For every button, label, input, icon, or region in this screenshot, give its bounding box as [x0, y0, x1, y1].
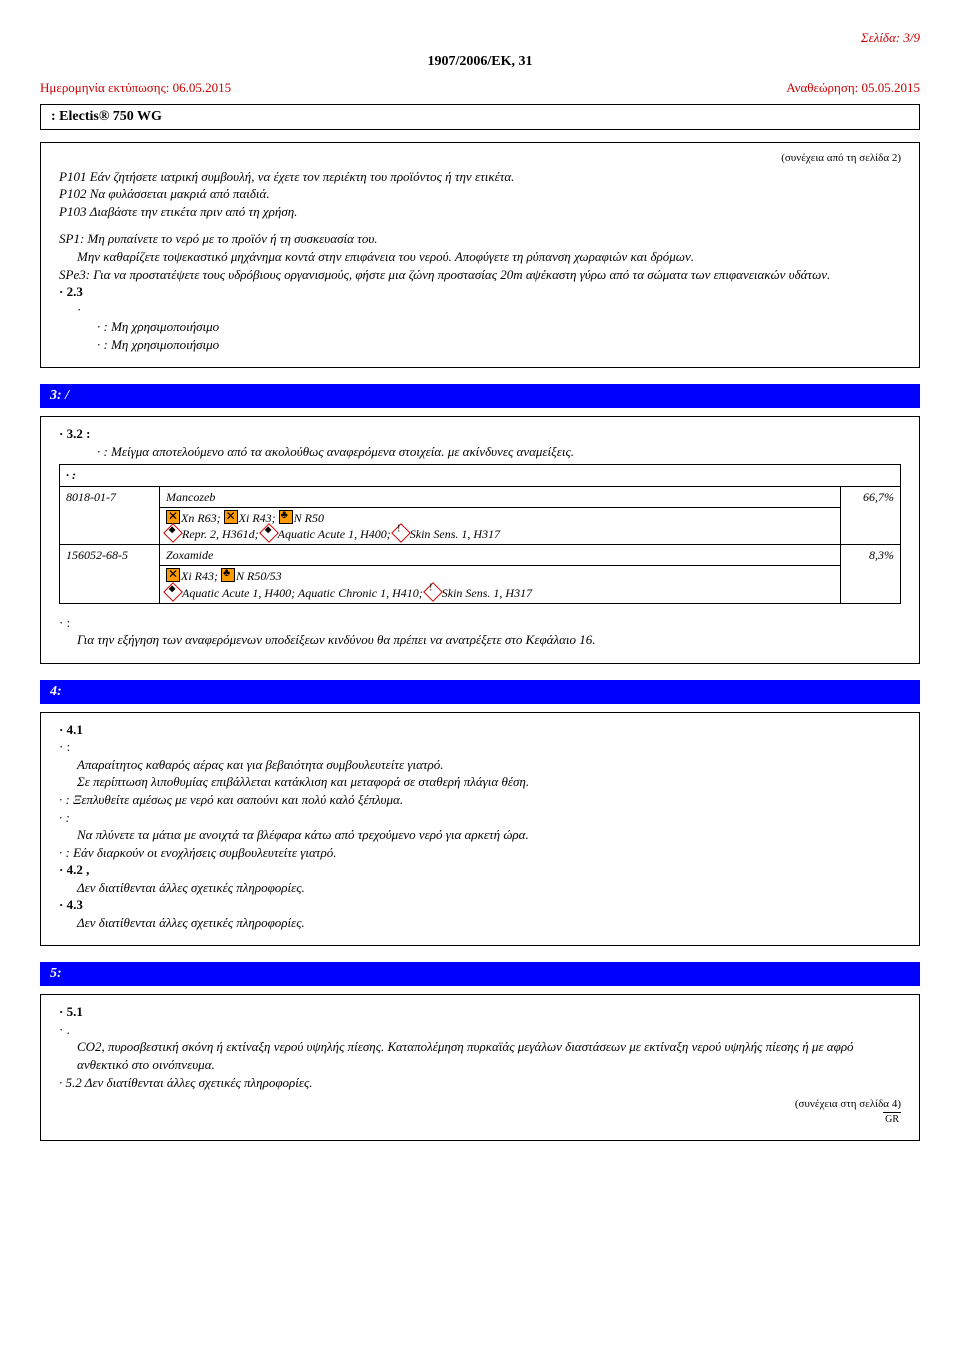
- section-5-header: 5:: [40, 962, 920, 986]
- pct-2: 8,3%: [841, 545, 901, 604]
- continued-to: (συνέχεια στη σελίδα 4): [59, 1097, 901, 1112]
- haz-text: Skin Sens. 1, H317: [442, 586, 532, 600]
- s42-txt: Δεν διατίθενται άλλες σχετικές πληροφορί…: [59, 879, 901, 897]
- sec-5-1: · 5.1: [59, 1003, 901, 1021]
- s43-txt: Δεν διατίθενται άλλες σχετικές πληροφορί…: [59, 914, 901, 932]
- xi-icon: [224, 510, 238, 524]
- sec3-note-label: · :: [59, 614, 901, 632]
- ghs-health-icon: ⬥: [163, 523, 183, 543]
- haz-text: Skin Sens. 1, H317: [410, 527, 500, 541]
- spe3: SPe3: Για να προστατέψετε τους υδρόβιους…: [59, 266, 901, 284]
- haz-text: N R50/53: [236, 569, 282, 583]
- s4-e: Να πλύνετε τα μάτια με ανοιχτά τα βλέφαρ…: [59, 826, 901, 844]
- pbt-line: · : Μη χρησιμοποιήσιμο: [59, 318, 901, 336]
- haz-text: Xi R43;: [181, 569, 221, 583]
- ingredients-table: · : 8018-01-7 Mancozeb 66,7% Xn R63; Xi …: [59, 464, 901, 603]
- haz-text: Aquatic Acute 1, H400; Aquatic Chronic 1…: [182, 586, 426, 600]
- table-row: 156052-68-5 Zoxamide 8,3%: [60, 545, 901, 566]
- cas-2: 156052-68-5: [60, 545, 160, 604]
- name-1: Mancozeb: [160, 486, 841, 507]
- ingredients-header: · :: [60, 465, 901, 486]
- name-2: Zoxamide: [160, 545, 841, 566]
- sec-2-3: · 2.3: [59, 283, 901, 301]
- pct-1: 66,7%: [841, 486, 901, 545]
- revision-date: Αναθεώρηση: 05.05.2015: [786, 80, 920, 96]
- pbt-text: : Μη χρησιμοποιήσιμο: [104, 319, 220, 334]
- sec-4-1-sub: · :: [59, 738, 901, 756]
- sec-3-2: · 3.2 :: [59, 425, 901, 443]
- ing-hdr-text: :: [72, 468, 76, 482]
- cas-1: 8018-01-7: [60, 486, 160, 545]
- sec41-sub-text: :: [67, 739, 71, 754]
- section-3-box: · 3.2 : · : Μείγμα αποτελούμενο από τα α…: [40, 416, 920, 664]
- haz-2: Xi R43; N R50/53 ⬥Aquatic Acute 1, H400;…: [160, 566, 841, 603]
- s4d-text: :: [66, 810, 70, 825]
- s4-d: · :: [59, 809, 901, 827]
- p101: P101 Εάν ζητήσετε ιατρική συμβουλή, να έ…: [59, 168, 901, 186]
- sec32-label: · 3.2 :: [59, 426, 90, 441]
- sec32-desc: · : Μείγμα αποτελούμενο από τα ακολούθως…: [59, 443, 901, 461]
- sec-4-1: · 4.1: [59, 721, 901, 739]
- haz-text: Aquatic Acute 1, H400;: [278, 527, 394, 541]
- table-row: 8018-01-7 Mancozeb 66,7%: [60, 486, 901, 507]
- product-name-box: : Electis® 750 WG: [40, 104, 920, 130]
- sec51-sub-text: .: [67, 1022, 70, 1037]
- p103: P103 Διαβάστε την ετικέτα πριν από τη χρ…: [59, 203, 901, 221]
- s4-c: · : Ξεπλυθείτε αμέσως με νερό και σαπούν…: [59, 791, 901, 809]
- s4c-text: : Ξεπλυθείτε αμέσως με νερό και σαπούνι …: [66, 792, 404, 807]
- vpvb-text: : Μη χρησιμοποιήσιμο: [104, 337, 220, 352]
- s4-b: Σε περίπτωση λιποθυμίας επιβάλλεται κατά…: [59, 773, 901, 791]
- sec-4-3: · 4.3: [59, 896, 901, 914]
- section-2-box: (συνέχεια από τη σελίδα 2) P101 Εάν ζητή…: [40, 142, 920, 368]
- sec-5-2: · 5.2 Δεν διατίθενται άλλες σχετικές πλη…: [59, 1074, 901, 1092]
- haz-1: Xn R63; Xi R43; N R50 ⬥Repr. 2, H361d; ⬥…: [160, 507, 841, 544]
- gr-mark: GR: [883, 1112, 901, 1127]
- p102: P102 Να φυλάσσεται μακριά από παιδιά.: [59, 185, 901, 203]
- section-3-header: 3: /: [40, 384, 920, 408]
- sp1b: Μην καθαρίζετε τοψεκαστικό μηχάνημα κοντ…: [59, 248, 901, 266]
- sec-5-1-sub: · .: [59, 1021, 901, 1039]
- regulation-header: 1907/2006/ΕΚ, 31: [40, 54, 920, 70]
- n-icon: [279, 510, 293, 524]
- s4f-text: : Εάν διαρκούν οι ενοχλήσεις συμβουλευτε…: [66, 845, 337, 860]
- section-4-header: 4:: [40, 680, 920, 704]
- n-icon: [221, 568, 235, 582]
- s5-txt: CO2, πυροσβεστική σκόνη ή εκτίναξη νερού…: [59, 1038, 901, 1073]
- vpvb-line: · : Μη χρησιμοποιήσιμο: [59, 336, 901, 354]
- haz-text: Repr. 2, H361d;: [182, 527, 262, 541]
- section-5-box: · 5.1 · . CO2, πυροσβεστική σκόνη ή εκτί…: [40, 994, 920, 1141]
- date-row: Ημερομηνία εκτύπωσης: 06.05.2015 Αναθεώρ…: [40, 80, 920, 96]
- ghs-env-icon: ⬥: [163, 582, 183, 602]
- sec3-note: Για την εξήγηση των αναφερόμενων υποδείξ…: [59, 631, 901, 649]
- sec32-desc-text: : Μείγμα αποτελούμενο από τα ακολούθως α…: [104, 444, 575, 459]
- sec-4-2: · 4.2 ,: [59, 861, 901, 879]
- xi-icon: [166, 568, 180, 582]
- section-4-box: · 4.1 · : Απαραίτητος καθαρός αέρας και …: [40, 712, 920, 947]
- continued-from: (συνέχεια από τη σελίδα 2): [59, 151, 901, 166]
- print-date: Ημερομηνία εκτύπωσης: 06.05.2015: [40, 80, 231, 96]
- haz-text: Xn R63;: [181, 511, 224, 525]
- haz-text: N R50: [294, 511, 324, 525]
- s4-a: Απαραίτητος καθαρός αέρας και για βεβαιό…: [59, 756, 901, 774]
- s4-f: · : Εάν διαρκούν οι ενοχλήσεις συμβουλευ…: [59, 844, 901, 862]
- table-row: Xi R43; N R50/53 ⬥Aquatic Acute 1, H400;…: [60, 566, 901, 603]
- xn-icon: [166, 510, 180, 524]
- page-number: Σελίδα: 3/9: [40, 30, 920, 46]
- sec-2-3-sub: ·: [59, 301, 901, 319]
- sp1: SP1: Μη ρυπαίνετε το νερό με το προϊόν ή…: [59, 230, 901, 248]
- table-row: Xn R63; Xi R43; N R50 ⬥Repr. 2, H361d; ⬥…: [60, 507, 901, 544]
- haz-text: Xi R43;: [239, 511, 279, 525]
